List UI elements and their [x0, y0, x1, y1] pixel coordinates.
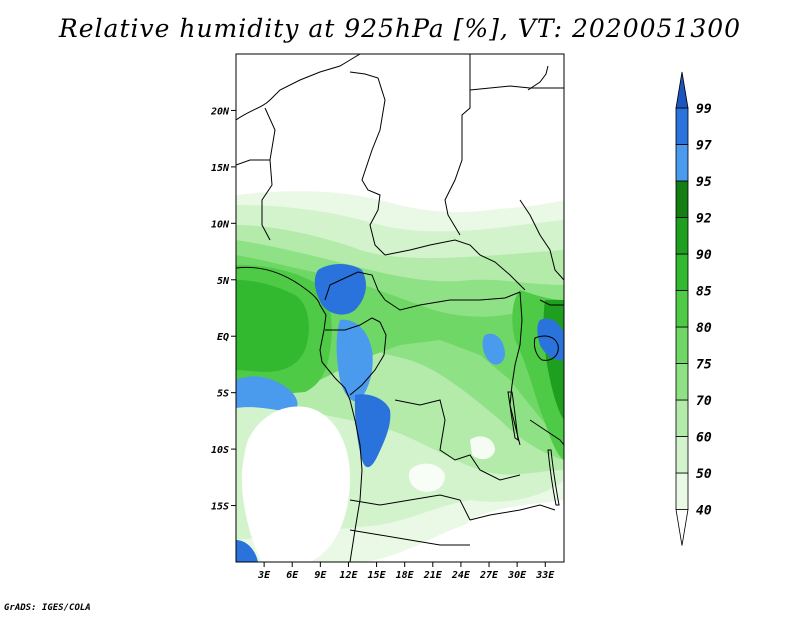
y-axis: 20N 15N 10N 5N EQ 5S 10S 15S — [210, 106, 236, 513]
y-tick-label: 20N — [210, 106, 230, 117]
boundaries — [236, 54, 564, 562]
rh-97-patch-lake — [537, 318, 564, 361]
colorbar-label: 95 — [696, 175, 712, 190]
coast-red-sea — [469, 85, 564, 91]
dry-pocket-1 — [408, 463, 445, 492]
colorbar-label: 50 — [696, 467, 712, 482]
border-zambia — [469, 504, 556, 521]
colorbar-label: 99 — [696, 102, 712, 117]
colorbar-label: 75 — [696, 358, 712, 373]
y-tick-label: EQ — [217, 332, 229, 343]
coast-east — [527, 65, 549, 91]
colorbar-top-arrow — [675, 71, 689, 109]
border-drc-north — [384, 291, 521, 311]
humidity-field — [236, 54, 564, 562]
colorbar-label: 70 — [696, 394, 712, 409]
north-border-5 — [261, 159, 273, 241]
border-east-1 — [519, 199, 564, 281]
dry-region-north — [236, 54, 564, 210]
colorbar-label: 97 — [696, 139, 712, 154]
colorbar-segment — [675, 107, 689, 145]
north-border-3 — [444, 54, 471, 236]
colorbar-label: 85 — [696, 285, 712, 300]
north-border-1 — [236, 54, 361, 121]
colorbar-bottom-arrow — [675, 509, 689, 546]
x-tick-label: 21E — [423, 570, 443, 581]
x-tick-label: 24E — [451, 570, 471, 581]
y-tick-label: 10S — [211, 445, 229, 456]
border-east-3 — [529, 419, 564, 446]
x-tick-label: 27E — [479, 570, 499, 581]
rh-90-region — [236, 280, 309, 372]
colorbar-segment — [675, 144, 689, 182]
x-tick-label: 33E — [535, 570, 555, 581]
colorbar-label: 60 — [696, 431, 712, 446]
colorbar: 40 50 60 70 75 80 85 90 92 95 97 99 — [675, 71, 712, 546]
border-namibia — [349, 529, 470, 546]
border-drc-south — [394, 399, 521, 481]
colorbar-segment — [675, 399, 689, 437]
x-tick-label: 3E — [257, 570, 271, 581]
border-angola — [349, 494, 471, 521]
rh-99-patch-south — [354, 394, 391, 468]
dry-region-southwest — [241, 406, 351, 562]
border-drc-east — [509, 291, 523, 446]
border-east-2 — [539, 299, 564, 306]
border-cameroon — [324, 271, 386, 301]
y-tick-label: 15S — [211, 502, 229, 513]
colorbar-segment — [675, 363, 689, 401]
x-axis: 3E 6E 9E 12E 15E 18E 21E 24E 27E 30E 33E — [257, 562, 555, 581]
colorbar-label: 92 — [696, 212, 712, 227]
lake-malawi — [547, 449, 560, 506]
plot-frame — [235, 53, 565, 563]
rh-97-patch-east — [482, 333, 505, 365]
dry-region-southeast — [458, 500, 564, 562]
lake-tanganyika — [507, 391, 519, 442]
x-tick-label: 18E — [396, 570, 415, 581]
colorbar-segment — [675, 180, 689, 218]
colorbar-segment — [675, 472, 689, 510]
colorbar-label: 80 — [696, 321, 712, 336]
colorbar-segment — [675, 436, 689, 474]
colorbar-segment — [675, 326, 689, 364]
coast-west — [236, 266, 363, 562]
colorbar-segment — [675, 253, 689, 291]
y-tick-label: 5N — [217, 276, 230, 287]
plot-area — [236, 54, 564, 562]
y-tick-label: 10N — [211, 219, 230, 230]
credit-text: GrADS: IGES/COLA — [4, 603, 91, 613]
x-tick-label: 15E — [368, 570, 387, 581]
page-title: Relative humidity at 925hPa [%], VT: 202… — [58, 14, 742, 43]
dry-pocket-2 — [470, 436, 495, 460]
sahel-border — [384, 239, 526, 291]
colorbar-segment — [675, 217, 689, 255]
rh-97-patch-central — [336, 319, 373, 402]
x-tick-label: 9E — [314, 570, 327, 581]
x-tick-label: 6E — [286, 570, 299, 581]
y-tick-label: 15N — [211, 163, 230, 174]
colorbar-segment — [675, 290, 689, 328]
x-tick-label: 30E — [507, 570, 527, 581]
rh-97-patch-southwest — [236, 540, 258, 562]
y-tick-label: 5S — [217, 389, 229, 400]
colorbar-label: 40 — [696, 504, 712, 519]
north-border-2 — [349, 71, 386, 256]
x-tick-label: 12E — [339, 570, 358, 581]
border-congo — [349, 321, 387, 396]
rh-97-patch-coast — [236, 376, 298, 412]
lake-victoria — [533, 335, 559, 361]
colorbar-label: 90 — [696, 248, 712, 263]
rh-97-patch-north — [314, 264, 366, 315]
border-gabon — [325, 317, 381, 331]
